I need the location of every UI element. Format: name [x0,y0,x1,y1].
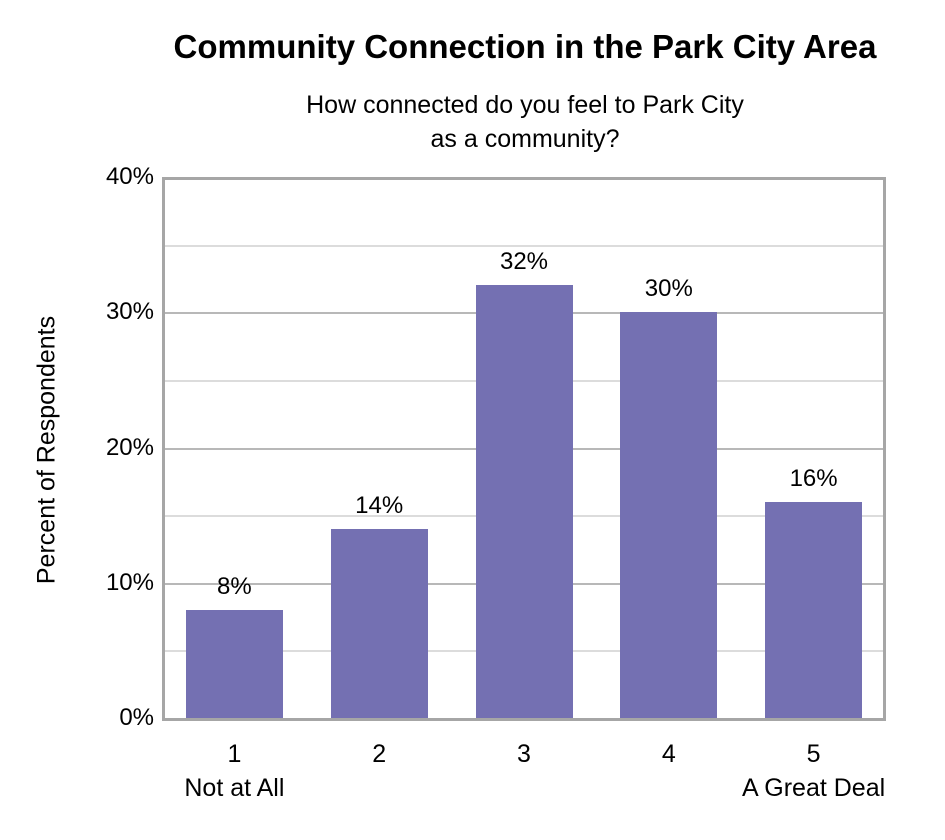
data-label: 16% [789,464,838,492]
subtitle-line-1: How connected do you feel to Park City [306,91,744,119]
bar-2 [330,528,428,718]
data-label: 8% [217,572,252,600]
minor-gridline [165,244,883,247]
x-tick-label: 4 [661,740,676,768]
bar-4 [620,312,718,718]
bar-5 [765,501,863,718]
x-tick-label: 3 [517,740,531,768]
data-label: 30% [644,275,693,303]
x-tick-sublabel: Not at All [184,774,285,802]
x-tick-label: 5 [806,740,821,768]
x-tick-sublabel: A Great Deal [742,774,886,802]
data-label: 14% [355,491,404,519]
y-tick-label: 40% [105,163,154,190]
data-label: 32% [499,248,549,276]
x-tick-label: 1 [227,740,242,768]
y-tick-label: 0% [119,704,154,731]
bar-1 [185,609,283,718]
x-tick-label: 2 [372,740,387,768]
chart-title: Community Connection in the Park City Ar… [173,28,877,65]
y-tick-label: 10% [105,568,154,596]
y-tick-label: 20% [105,433,154,461]
chart-subtitle: How connected do you feel to Park City a… [130,88,920,156]
y-tick-label: 30% [105,298,154,326]
subtitle-line-2: as a community? [430,125,620,153]
bar-3 [475,285,573,718]
